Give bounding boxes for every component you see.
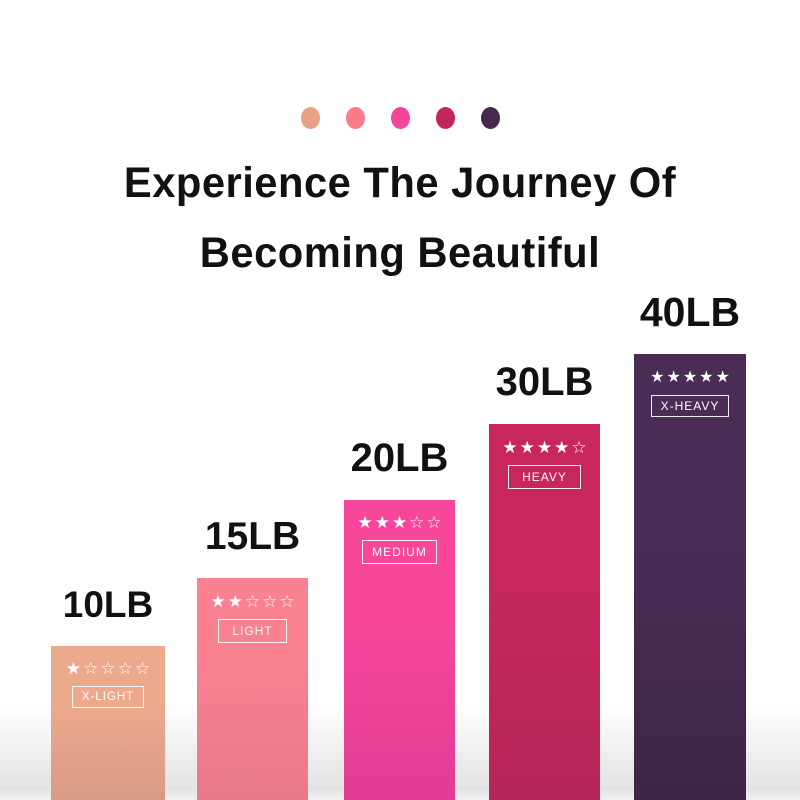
bar-40lb[interactable]: 40LB ★ ★ ★ ★ ★ X-HEAVY <box>634 289 746 800</box>
color-swatch-row <box>0 106 800 130</box>
star-empty-icon: ☆ <box>426 513 442 532</box>
star-filled-icon: ★ <box>391 513 408 532</box>
bar-20lb-level-badge: MEDIUM <box>362 540 437 564</box>
dot-medium <box>390 107 410 129</box>
star-filled-icon: ★ <box>650 369 665 386</box>
star-filled-icon: ★ <box>699 369 714 386</box>
star-empty-icon: ☆ <box>117 659 133 678</box>
bar-15lb-level-badge: LIGHT <box>218 619 287 643</box>
bar-10lb-weight-label: 10LB <box>62 584 154 625</box>
star-filled-icon: ★ <box>374 513 390 532</box>
bar-30lb[interactable]: 30LB ★ ★ ★ ★ ☆ HEAVY <box>489 360 600 800</box>
floor-shadow-2 <box>308 704 344 800</box>
dot-x-heavy <box>480 107 500 129</box>
bar-15lb-star-rating: ★ ★ ☆ ☆ ☆ <box>210 593 294 610</box>
bar-15lb-badge-group: ★ ★ ☆ ☆ ☆ LIGHT <box>197 578 308 643</box>
bar-40lb-badge-group: ★ ★ ★ ★ ★ X-HEAVY <box>634 354 746 417</box>
star-filled-icon: ★ <box>65 659 82 678</box>
bar-40lb-level-badge: X-HEAVY <box>650 395 730 417</box>
bar-10lb-badge-group: ★ ☆ ☆ ☆ ☆ X-LIGHT <box>51 646 165 708</box>
bar-40lb-fill <box>634 354 746 800</box>
bar-15lb-fill <box>197 578 308 800</box>
bar-30lb-badge-group: ★ ★ ★ ★ ☆ HEAVY <box>489 424 600 489</box>
star-empty-icon: ☆ <box>244 592 261 611</box>
star-filled-icon: ★ <box>519 438 535 457</box>
bar-20lb-badge-group: ★ ★ ★ ☆ ☆ MEDIUM <box>344 500 455 564</box>
star-empty-icon: ☆ <box>571 438 587 457</box>
bar-10lb-level-badge: X-LIGHT <box>71 686 145 708</box>
bar-30lb-weight-label: 30LB <box>495 360 594 404</box>
bar-20lb-star-rating: ★ ★ ★ ☆ ☆ <box>357 514 441 531</box>
bar-40lb-star-rating: ★ ★ ★ ★ ★ <box>650 370 730 386</box>
bar-30lb-star-rating: ★ ★ ★ ★ ☆ <box>502 439 586 456</box>
dot-light <box>345 107 365 129</box>
page-title-line-1: Experience The Journey Of <box>123 159 677 207</box>
dot-x-light <box>300 107 320 129</box>
bar-15lb[interactable]: 15LB ★ ★ ☆ ☆ ☆ LIGHT <box>197 515 308 800</box>
bar-20lb[interactable]: 20LB ★ ★ ★ ☆ ☆ MEDIUM <box>344 436 455 800</box>
bar-20lb-weight-label: 20LB <box>350 436 449 480</box>
floor-shadow-3 <box>455 704 489 800</box>
star-filled-icon: ★ <box>357 513 373 532</box>
star-empty-icon: ☆ <box>262 592 278 611</box>
bar-10lb-bar-body[interactable]: ★ ☆ ☆ ☆ ☆ X-LIGHT <box>51 646 165 800</box>
bar-40lb-bar-body[interactable]: ★ ★ ★ ★ ★ X-HEAVY <box>634 354 746 800</box>
bar-30lb-fill <box>489 424 600 800</box>
star-empty-icon: ☆ <box>279 592 295 611</box>
star-filled-icon: ★ <box>554 438 570 457</box>
bar-10lb-star-rating: ★ ☆ ☆ ☆ ☆ <box>66 660 150 677</box>
floor-shadow-5 <box>746 704 800 800</box>
floor-shadow-0 <box>0 704 51 800</box>
bar-10lb[interactable]: 10LB ★ ☆ ☆ ☆ ☆ X-LIGHT <box>51 586 165 800</box>
bar-10lb-fill <box>51 646 165 800</box>
star-filled-icon: ★ <box>682 369 698 386</box>
star-empty-icon: ☆ <box>409 513 425 532</box>
bar-20lb-bar-body[interactable]: ★ ★ ★ ☆ ☆ MEDIUM <box>344 500 455 800</box>
page-title-line-2: Becoming Beautiful <box>199 229 601 277</box>
bar-15lb-bar-body[interactable]: ★ ★ ☆ ☆ ☆ LIGHT <box>197 578 308 800</box>
floor-shadow-4 <box>600 704 634 800</box>
bar-15lb-weight-label: 15LB <box>204 515 301 558</box>
bar-30lb-bar-body[interactable]: ★ ★ ★ ★ ☆ HEAVY <box>489 424 600 800</box>
star-filled-icon: ★ <box>210 592 226 611</box>
floor-shadow-1 <box>165 704 197 800</box>
bar-40lb-weight-label: 40LB <box>639 289 741 335</box>
dot-heavy <box>435 107 455 129</box>
star-empty-icon: ☆ <box>134 659 151 678</box>
star-filled-icon: ★ <box>536 438 553 457</box>
star-empty-icon: ☆ <box>100 659 116 678</box>
bar-30lb-level-badge: HEAVY <box>508 465 581 489</box>
star-empty-icon: ☆ <box>83 659 99 678</box>
star-filled-icon: ★ <box>227 592 243 611</box>
star-filled-icon: ★ <box>502 438 518 457</box>
star-filled-icon: ★ <box>715 369 730 386</box>
star-filled-icon: ★ <box>666 369 681 386</box>
page-title: Experience The Journey Of Becoming Beaut… <box>12 148 788 288</box>
